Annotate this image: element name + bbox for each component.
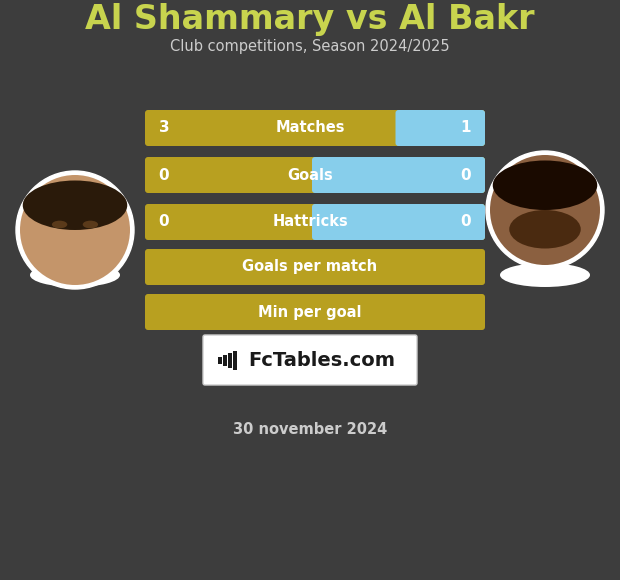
Text: 0: 0 xyxy=(461,215,471,230)
Text: Hattricks: Hattricks xyxy=(272,215,348,230)
Text: 0: 0 xyxy=(461,168,471,183)
Ellipse shape xyxy=(493,161,597,210)
Text: FcTables.com: FcTables.com xyxy=(249,350,396,369)
Ellipse shape xyxy=(82,220,98,229)
Ellipse shape xyxy=(509,210,581,248)
Text: Al Shammary vs Al Bakr: Al Shammary vs Al Bakr xyxy=(86,3,534,37)
FancyBboxPatch shape xyxy=(233,350,236,369)
Text: Club competitions, Season 2024/2025: Club competitions, Season 2024/2025 xyxy=(170,39,450,55)
Ellipse shape xyxy=(52,220,68,229)
Text: Matches: Matches xyxy=(275,121,345,136)
FancyBboxPatch shape xyxy=(203,335,417,385)
Text: 0: 0 xyxy=(159,215,169,230)
FancyBboxPatch shape xyxy=(145,110,485,146)
Ellipse shape xyxy=(30,263,120,287)
Ellipse shape xyxy=(20,175,130,285)
Text: 1: 1 xyxy=(461,121,471,136)
Ellipse shape xyxy=(500,263,590,287)
FancyBboxPatch shape xyxy=(145,294,485,330)
Ellipse shape xyxy=(23,180,127,230)
Text: Goals per match: Goals per match xyxy=(242,259,378,274)
Ellipse shape xyxy=(490,155,600,265)
FancyBboxPatch shape xyxy=(223,354,226,365)
Text: Goals: Goals xyxy=(287,168,333,183)
Text: Min per goal: Min per goal xyxy=(259,304,361,320)
Text: 3: 3 xyxy=(159,121,169,136)
Text: 30 november 2024: 30 november 2024 xyxy=(233,422,387,437)
FancyBboxPatch shape xyxy=(145,204,485,240)
FancyBboxPatch shape xyxy=(145,157,485,193)
Ellipse shape xyxy=(16,171,134,289)
FancyBboxPatch shape xyxy=(312,204,485,240)
FancyBboxPatch shape xyxy=(396,110,485,146)
FancyBboxPatch shape xyxy=(218,357,221,364)
FancyBboxPatch shape xyxy=(228,353,231,368)
Text: 0: 0 xyxy=(159,168,169,183)
Ellipse shape xyxy=(486,151,604,269)
FancyBboxPatch shape xyxy=(312,157,485,193)
FancyBboxPatch shape xyxy=(145,249,485,285)
